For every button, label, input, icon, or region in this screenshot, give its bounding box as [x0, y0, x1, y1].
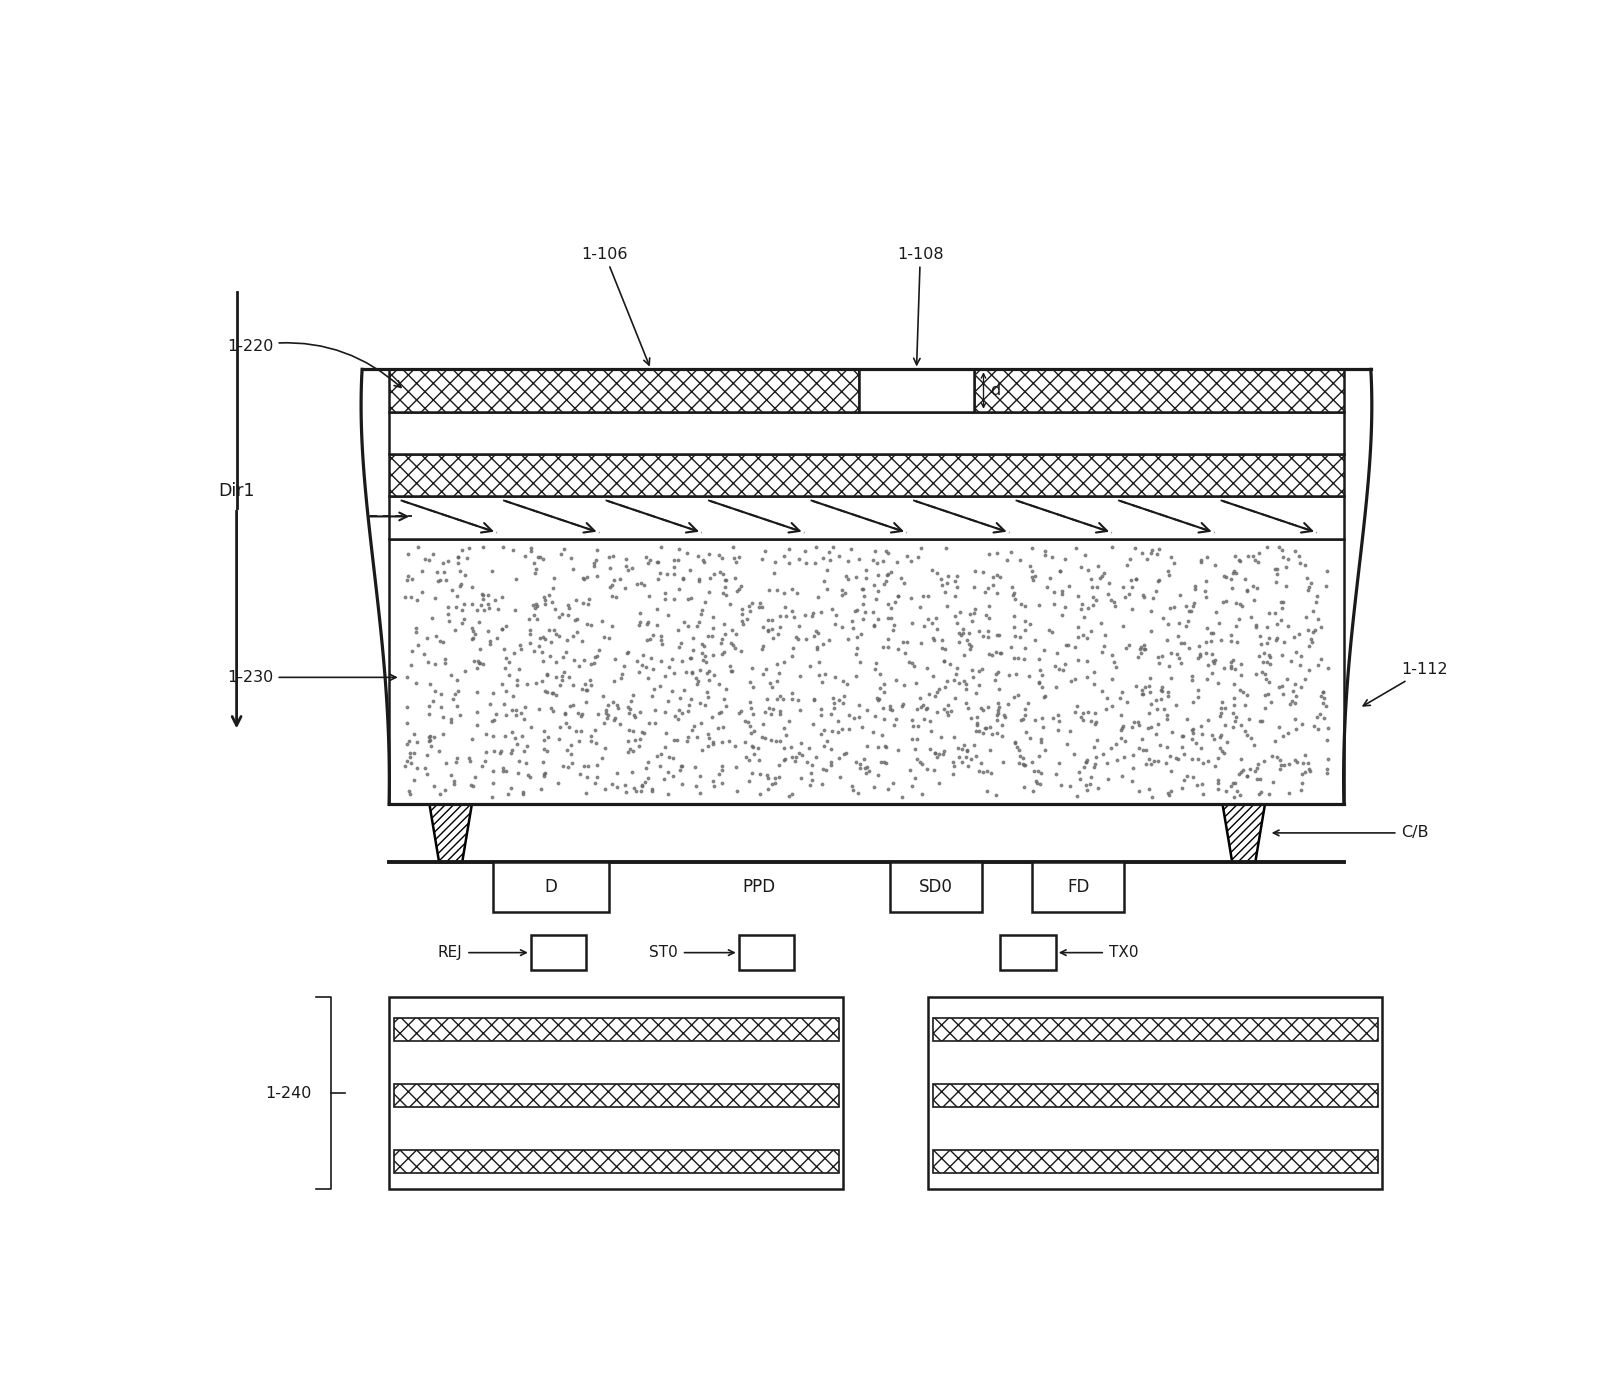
- FancyBboxPatch shape: [889, 862, 982, 912]
- Text: 1-220: 1-220: [227, 339, 400, 388]
- FancyBboxPatch shape: [928, 996, 1383, 1189]
- Polygon shape: [1222, 804, 1266, 862]
- Polygon shape: [429, 804, 473, 862]
- Text: 1-108: 1-108: [897, 246, 944, 365]
- Text: 1-230: 1-230: [227, 670, 396, 685]
- FancyBboxPatch shape: [394, 1017, 839, 1041]
- Text: 1-240: 1-240: [266, 1085, 312, 1100]
- Text: SD0: SD0: [920, 879, 953, 897]
- FancyBboxPatch shape: [530, 936, 586, 970]
- Text: PPD: PPD: [742, 879, 775, 897]
- Text: FD: FD: [1067, 879, 1089, 897]
- Text: 1-112: 1-112: [1363, 662, 1448, 706]
- FancyBboxPatch shape: [932, 1084, 1378, 1107]
- Text: REJ: REJ: [437, 945, 463, 960]
- FancyBboxPatch shape: [389, 996, 843, 1189]
- Text: Dir1: Dir1: [218, 482, 255, 500]
- FancyBboxPatch shape: [389, 538, 1344, 804]
- Text: D: D: [545, 879, 557, 897]
- FancyBboxPatch shape: [389, 370, 859, 411]
- FancyBboxPatch shape: [739, 936, 795, 970]
- Text: ST0: ST0: [649, 945, 678, 960]
- FancyBboxPatch shape: [394, 1084, 839, 1107]
- FancyBboxPatch shape: [974, 370, 1344, 411]
- FancyBboxPatch shape: [389, 411, 1344, 454]
- FancyBboxPatch shape: [932, 1017, 1378, 1041]
- Text: 1-106: 1-106: [582, 246, 650, 365]
- FancyBboxPatch shape: [493, 862, 609, 912]
- FancyBboxPatch shape: [394, 1150, 839, 1174]
- FancyBboxPatch shape: [1032, 862, 1125, 912]
- FancyBboxPatch shape: [389, 497, 1344, 538]
- Text: d: d: [990, 383, 1000, 399]
- FancyBboxPatch shape: [1000, 936, 1056, 970]
- Text: C/B: C/B: [1402, 825, 1429, 840]
- FancyBboxPatch shape: [389, 454, 1344, 497]
- FancyBboxPatch shape: [859, 370, 974, 411]
- FancyBboxPatch shape: [932, 1150, 1378, 1174]
- Text: TX0: TX0: [1109, 945, 1139, 960]
